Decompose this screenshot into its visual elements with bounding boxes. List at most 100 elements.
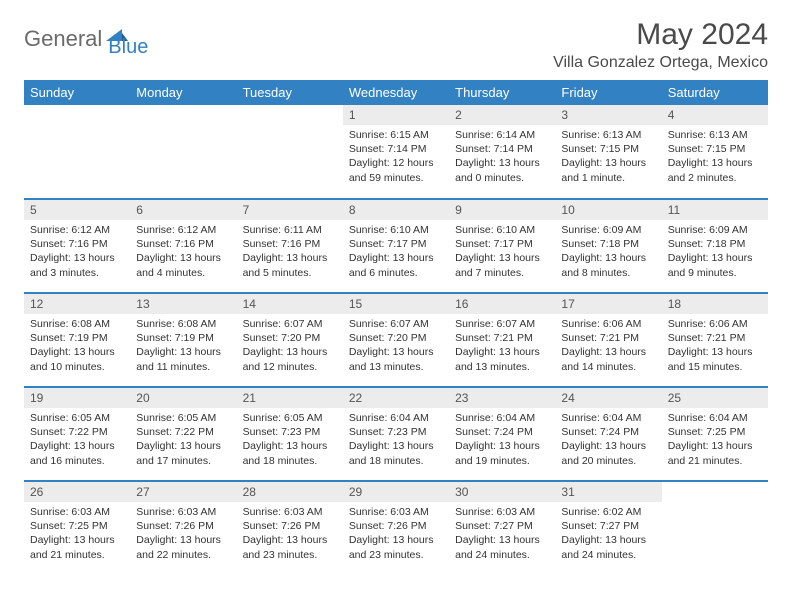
day-details: Sunrise: 6:14 AMSunset: 7:14 PMDaylight:… [449,125,555,189]
day-number: 16 [449,294,555,314]
day-details: Sunrise: 6:04 AMSunset: 7:23 PMDaylight:… [343,408,449,472]
day-details: Sunrise: 6:13 AMSunset: 7:15 PMDaylight:… [662,125,768,189]
weekday-header: Wednesday [343,80,449,105]
day-number: 17 [555,294,661,314]
day-number: 30 [449,482,555,502]
calendar-cell: 29Sunrise: 6:03 AMSunset: 7:26 PMDayligh… [343,481,449,575]
calendar-cell: .. [662,481,768,575]
calendar-row: 26Sunrise: 6:03 AMSunset: 7:25 PMDayligh… [24,481,768,575]
title-block: May 2024 Villa Gonzalez Ortega, Mexico [553,18,768,72]
calendar-cell: 27Sunrise: 6:03 AMSunset: 7:26 PMDayligh… [130,481,236,575]
calendar-cell: .. [24,105,130,199]
calendar-cell: 8Sunrise: 6:10 AMSunset: 7:17 PMDaylight… [343,199,449,293]
day-number: 3 [555,105,661,125]
calendar-row: 5Sunrise: 6:12 AMSunset: 7:16 PMDaylight… [24,199,768,293]
day-number: 9 [449,200,555,220]
day-number: 13 [130,294,236,314]
calendar-cell: 21Sunrise: 6:05 AMSunset: 7:23 PMDayligh… [237,387,343,481]
logo-text-1: General [24,26,102,52]
calendar-cell: 4Sunrise: 6:13 AMSunset: 7:15 PMDaylight… [662,105,768,199]
day-details: Sunrise: 6:03 AMSunset: 7:26 PMDaylight:… [237,502,343,566]
day-details: Sunrise: 6:03 AMSunset: 7:25 PMDaylight:… [24,502,130,566]
day-details: Sunrise: 6:10 AMSunset: 7:17 PMDaylight:… [449,220,555,284]
calendar-cell: 17Sunrise: 6:06 AMSunset: 7:21 PMDayligh… [555,293,661,387]
calendar-cell: .. [130,105,236,199]
day-number: 6 [130,200,236,220]
day-number: 26 [24,482,130,502]
calendar-cell: 14Sunrise: 6:07 AMSunset: 7:20 PMDayligh… [237,293,343,387]
day-details: Sunrise: 6:12 AMSunset: 7:16 PMDaylight:… [24,220,130,284]
calendar-cell: 30Sunrise: 6:03 AMSunset: 7:27 PMDayligh… [449,481,555,575]
logo: General Blue [24,18,148,59]
day-number: 11 [662,200,768,220]
day-number: 2 [449,105,555,125]
day-details: Sunrise: 6:07 AMSunset: 7:20 PMDaylight:… [343,314,449,378]
location: Villa Gonzalez Ortega, Mexico [553,54,768,72]
day-details: Sunrise: 6:12 AMSunset: 7:16 PMDaylight:… [130,220,236,284]
day-number: 21 [237,388,343,408]
day-number: 31 [555,482,661,502]
day-number: 7 [237,200,343,220]
day-details: Sunrise: 6:03 AMSunset: 7:27 PMDaylight:… [449,502,555,566]
day-number: 10 [555,200,661,220]
day-number: 28 [237,482,343,502]
weekday-header: Tuesday [237,80,343,105]
day-number: 19 [24,388,130,408]
day-details: Sunrise: 6:08 AMSunset: 7:19 PMDaylight:… [24,314,130,378]
day-details: Sunrise: 6:03 AMSunset: 7:26 PMDaylight:… [130,502,236,566]
day-number: 23 [449,388,555,408]
calendar-cell: 6Sunrise: 6:12 AMSunset: 7:16 PMDaylight… [130,199,236,293]
calendar-cell: .. [237,105,343,199]
calendar-cell: 9Sunrise: 6:10 AMSunset: 7:17 PMDaylight… [449,199,555,293]
day-number: 14 [237,294,343,314]
calendar-row: ......1Sunrise: 6:15 AMSunset: 7:14 PMDa… [24,105,768,199]
day-details: Sunrise: 6:05 AMSunset: 7:22 PMDaylight:… [24,408,130,472]
day-details: Sunrise: 6:10 AMSunset: 7:17 PMDaylight:… [343,220,449,284]
logo-text-2: Blue [108,36,148,59]
day-details: Sunrise: 6:15 AMSunset: 7:14 PMDaylight:… [343,125,449,189]
calendar-cell: 31Sunrise: 6:02 AMSunset: 7:27 PMDayligh… [555,481,661,575]
day-number: 20 [130,388,236,408]
calendar-cell: 15Sunrise: 6:07 AMSunset: 7:20 PMDayligh… [343,293,449,387]
day-number: 8 [343,200,449,220]
day-number: 15 [343,294,449,314]
day-number: 29 [343,482,449,502]
calendar-cell: 5Sunrise: 6:12 AMSunset: 7:16 PMDaylight… [24,199,130,293]
day-details: Sunrise: 6:04 AMSunset: 7:24 PMDaylight:… [555,408,661,472]
day-details: Sunrise: 6:07 AMSunset: 7:20 PMDaylight:… [237,314,343,378]
day-number: 1 [343,105,449,125]
weekday-header: Saturday [662,80,768,105]
calendar-cell: 25Sunrise: 6:04 AMSunset: 7:25 PMDayligh… [662,387,768,481]
calendar-cell: 28Sunrise: 6:03 AMSunset: 7:26 PMDayligh… [237,481,343,575]
calendar-cell: 19Sunrise: 6:05 AMSunset: 7:22 PMDayligh… [24,387,130,481]
day-details: Sunrise: 6:02 AMSunset: 7:27 PMDaylight:… [555,502,661,566]
calendar-row: 12Sunrise: 6:08 AMSunset: 7:19 PMDayligh… [24,293,768,387]
page: General Blue May 2024 Villa Gonzalez Ort… [0,0,792,593]
calendar-cell: 13Sunrise: 6:08 AMSunset: 7:19 PMDayligh… [130,293,236,387]
calendar-cell: 3Sunrise: 6:13 AMSunset: 7:15 PMDaylight… [555,105,661,199]
weekday-header-row: Sunday Monday Tuesday Wednesday Thursday… [24,80,768,105]
day-details: Sunrise: 6:05 AMSunset: 7:23 PMDaylight:… [237,408,343,472]
calendar-cell: 10Sunrise: 6:09 AMSunset: 7:18 PMDayligh… [555,199,661,293]
day-details: Sunrise: 6:03 AMSunset: 7:26 PMDaylight:… [343,502,449,566]
day-details: Sunrise: 6:08 AMSunset: 7:19 PMDaylight:… [130,314,236,378]
calendar-cell: 16Sunrise: 6:07 AMSunset: 7:21 PMDayligh… [449,293,555,387]
day-number: 22 [343,388,449,408]
day-details: Sunrise: 6:07 AMSunset: 7:21 PMDaylight:… [449,314,555,378]
weekday-header: Monday [130,80,236,105]
calendar-cell: 2Sunrise: 6:14 AMSunset: 7:14 PMDaylight… [449,105,555,199]
day-details: Sunrise: 6:13 AMSunset: 7:15 PMDaylight:… [555,125,661,189]
day-details: Sunrise: 6:11 AMSunset: 7:16 PMDaylight:… [237,220,343,284]
day-details: Sunrise: 6:06 AMSunset: 7:21 PMDaylight:… [555,314,661,378]
day-details: Sunrise: 6:04 AMSunset: 7:25 PMDaylight:… [662,408,768,472]
day-number: 27 [130,482,236,502]
calendar-cell: 22Sunrise: 6:04 AMSunset: 7:23 PMDayligh… [343,387,449,481]
calendar-cell: 24Sunrise: 6:04 AMSunset: 7:24 PMDayligh… [555,387,661,481]
calendar-cell: 26Sunrise: 6:03 AMSunset: 7:25 PMDayligh… [24,481,130,575]
calendar-body: ......1Sunrise: 6:15 AMSunset: 7:14 PMDa… [24,105,768,575]
weekday-header: Sunday [24,80,130,105]
calendar-cell: 18Sunrise: 6:06 AMSunset: 7:21 PMDayligh… [662,293,768,387]
weekday-header: Thursday [449,80,555,105]
day-number: 24 [555,388,661,408]
day-details: Sunrise: 6:09 AMSunset: 7:18 PMDaylight:… [555,220,661,284]
